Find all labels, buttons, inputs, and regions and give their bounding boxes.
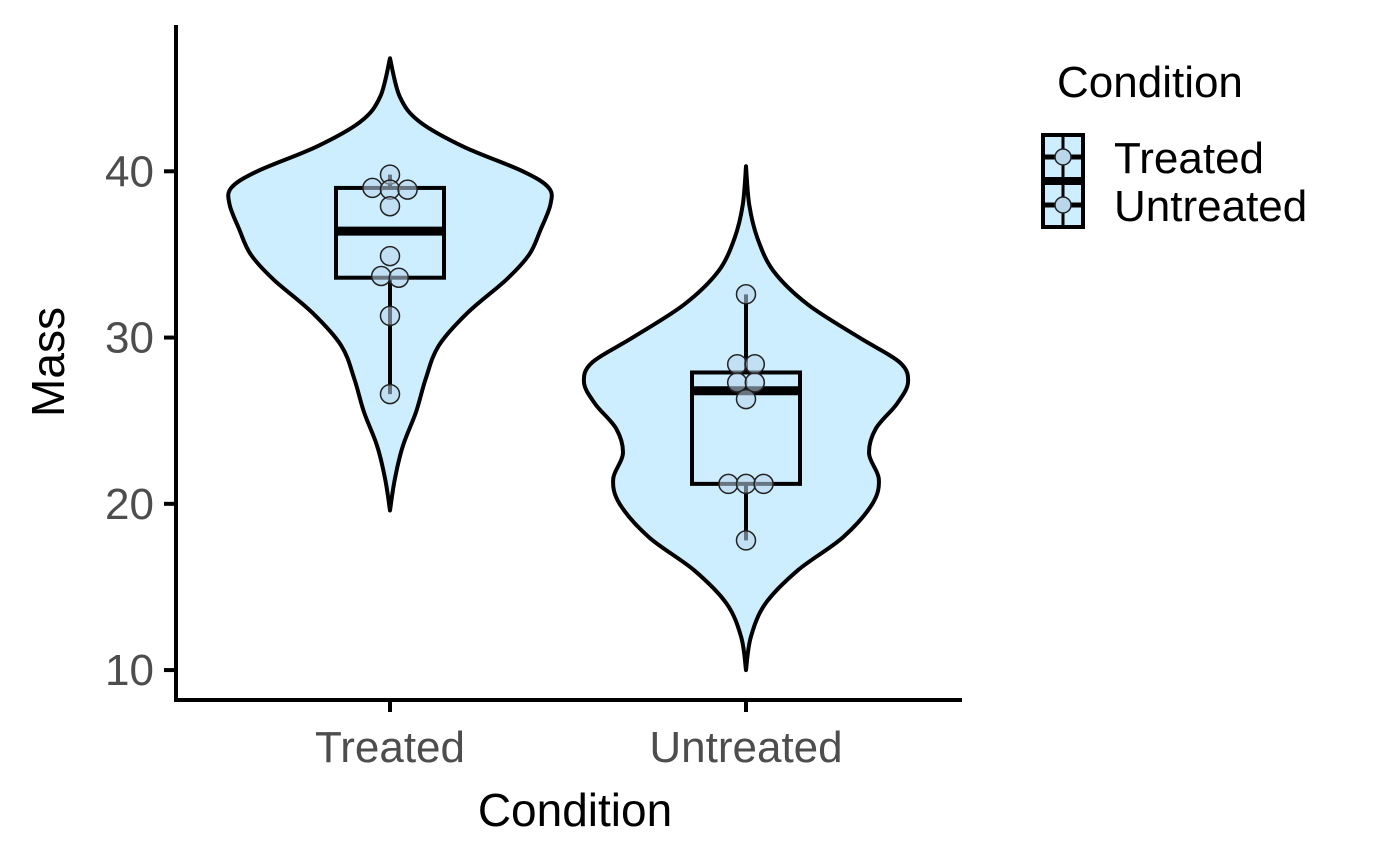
axes: 10 20 30 40 Treated Untreated <box>105 25 962 772</box>
data-point <box>379 305 401 327</box>
data-point <box>388 267 410 288</box>
data-point <box>370 265 392 287</box>
data-point <box>744 353 766 375</box>
data-point <box>379 383 401 405</box>
data-point <box>753 473 774 495</box>
y-tick-label: 30 <box>105 314 154 363</box>
legend-key-untreated <box>1041 181 1085 229</box>
data-point <box>726 353 748 375</box>
legend-title: Condition <box>1057 58 1243 107</box>
data-point <box>379 195 401 217</box>
data-point <box>362 177 383 199</box>
data-point <box>718 473 739 495</box>
x-axis-title: Condition <box>478 784 672 836</box>
data-point <box>735 284 757 305</box>
data-point <box>379 245 401 267</box>
x-tick-label-treated: Treated <box>315 723 465 772</box>
data-point <box>735 388 757 410</box>
legend-key-treated <box>1041 133 1085 181</box>
y-tick-label: 20 <box>105 480 154 529</box>
x-tick-label-untreated: Untreated <box>649 723 842 772</box>
group-untreated <box>581 164 911 673</box>
y-axis-title: Mass <box>22 307 74 417</box>
data-point <box>735 530 757 551</box>
plot-area <box>226 56 911 673</box>
group-treated <box>226 56 554 513</box>
y-tick-label: 40 <box>105 147 154 196</box>
data-point <box>744 372 766 393</box>
legend-key-point <box>1054 148 1072 166</box>
data-point <box>397 179 418 200</box>
legend-key-point <box>1054 196 1072 214</box>
legend-label-treated: Treated <box>1114 134 1264 183</box>
data-point <box>735 473 757 495</box>
legend-label-untreated: Untreated <box>1114 182 1307 231</box>
y-tick-label: 10 <box>105 646 154 695</box>
